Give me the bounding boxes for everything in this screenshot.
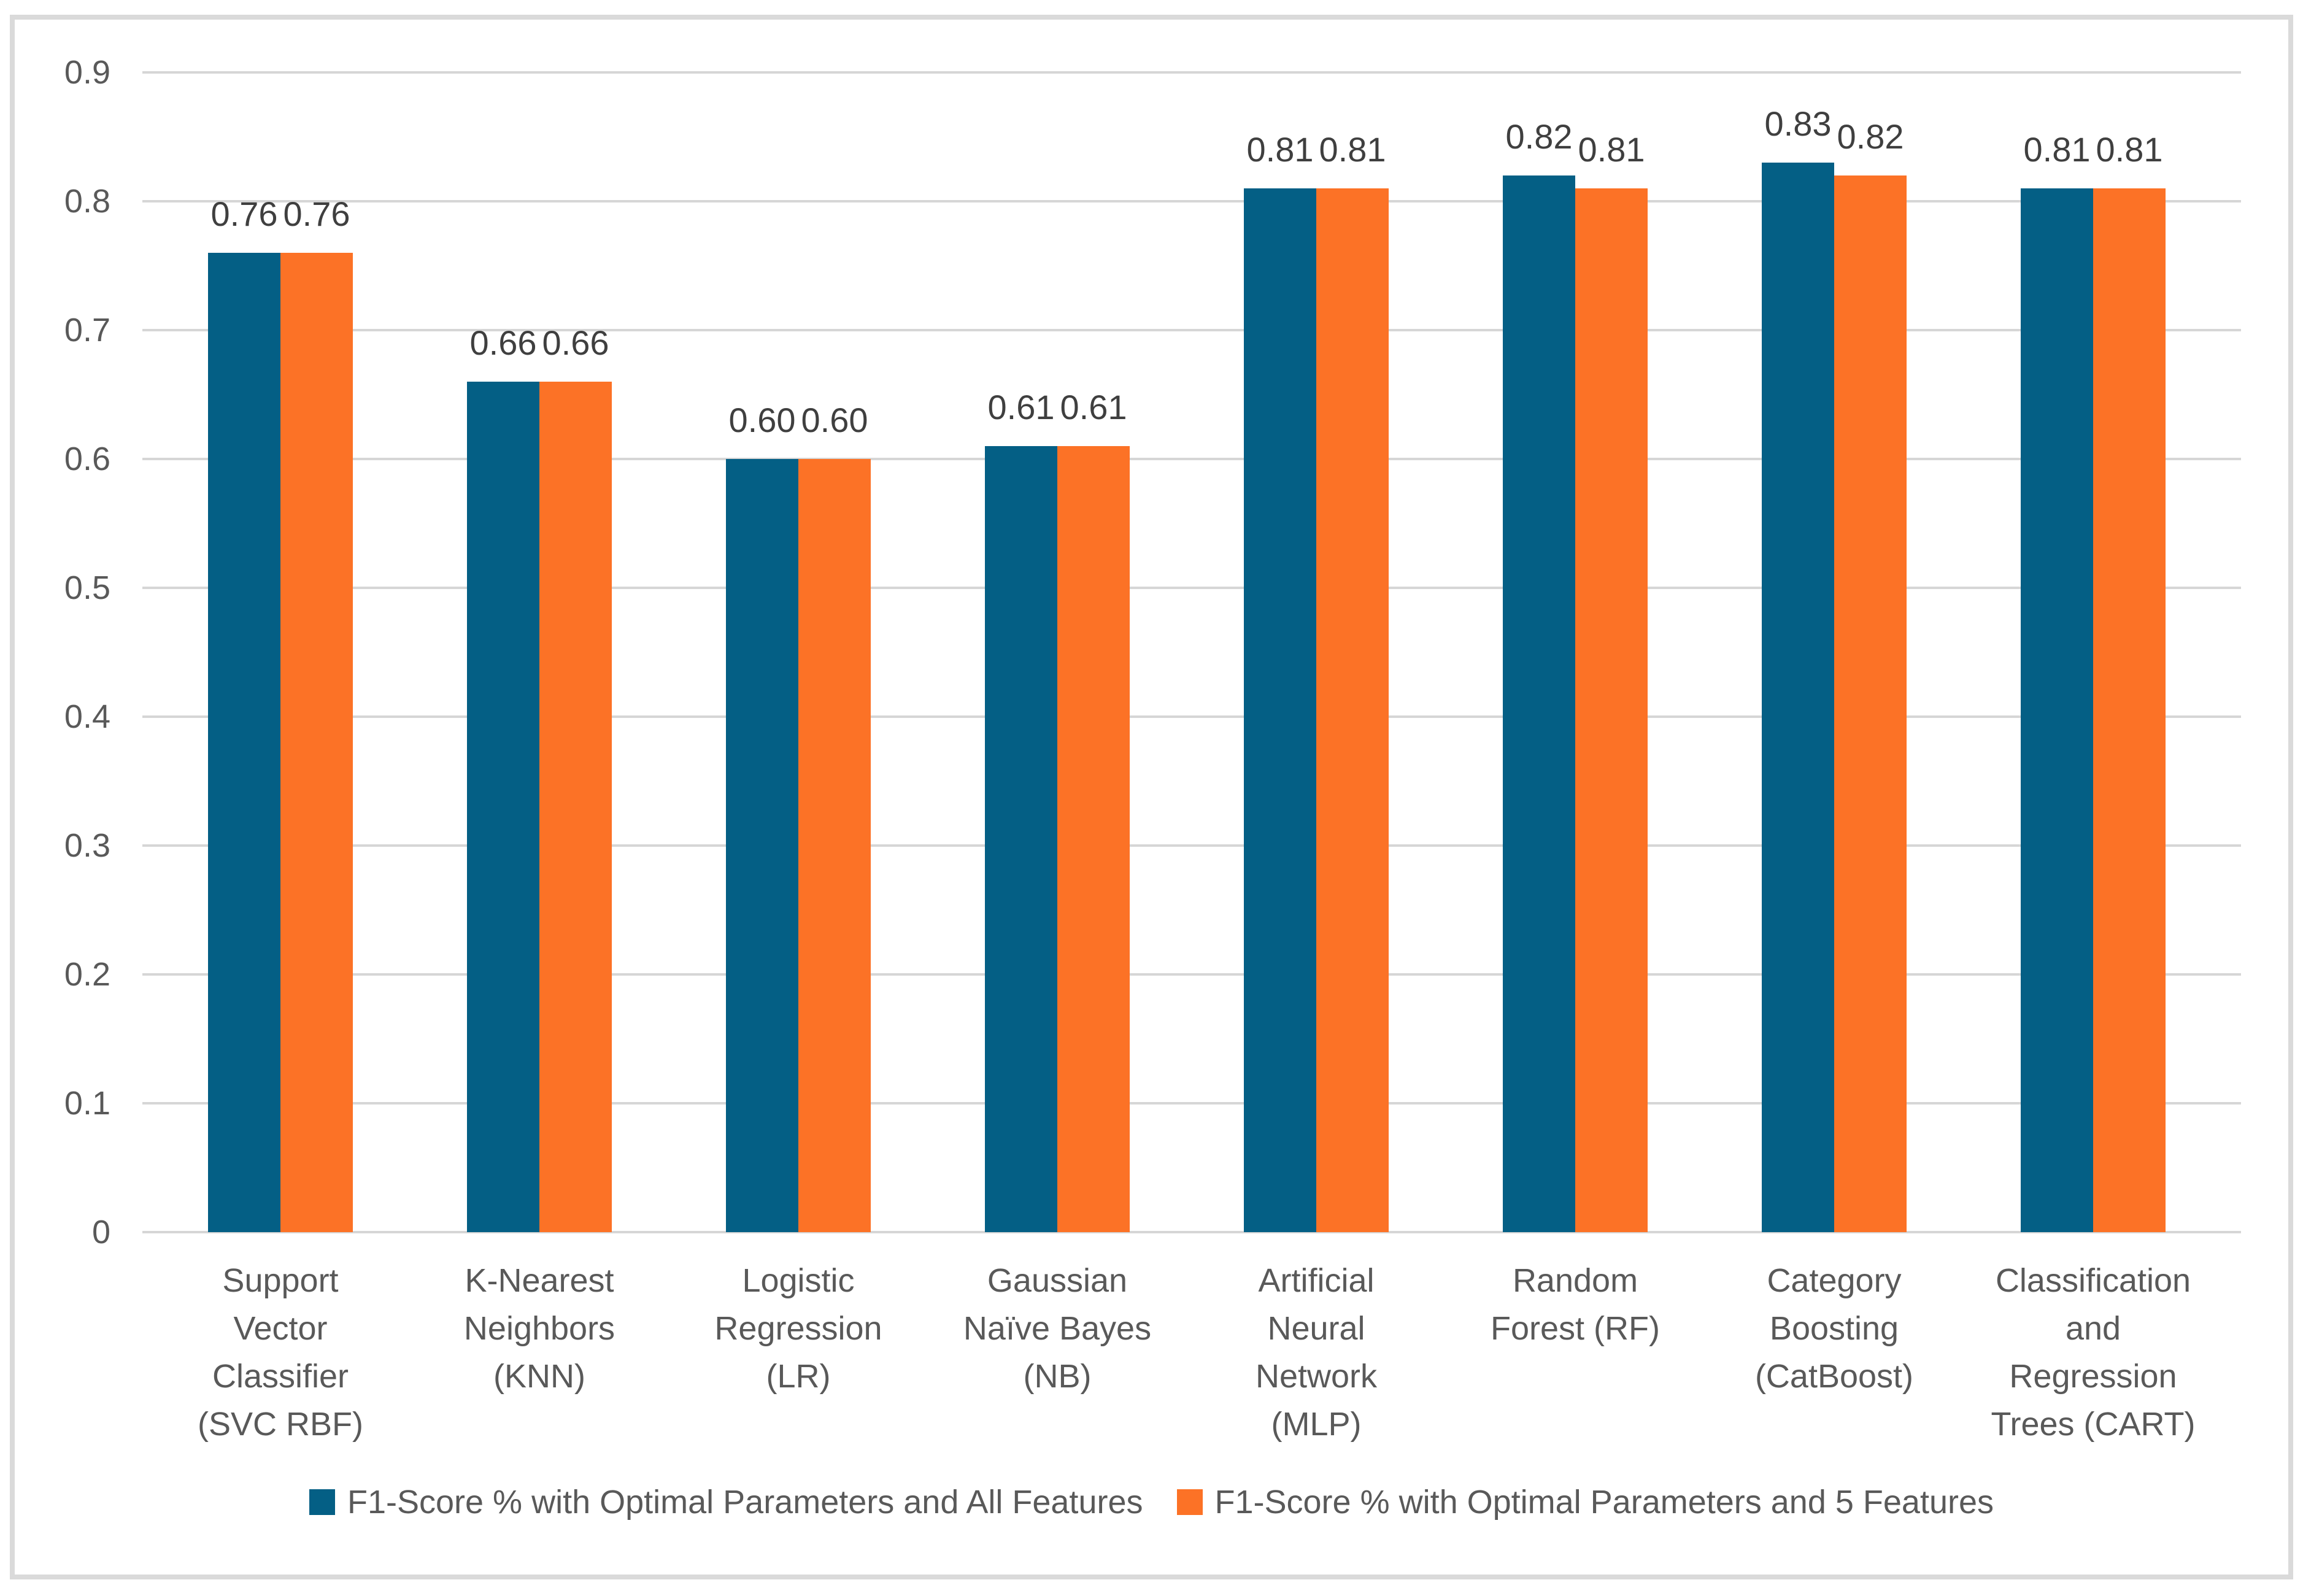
bar-value-label: 0.76 <box>283 195 350 233</box>
bar-value-label: 0.81 <box>1578 130 1645 169</box>
bar-series-2 <box>1834 175 1907 1232</box>
legend-label-all-features: F1-Score % with Optimal Parameters and A… <box>347 1484 1143 1521</box>
legend-label-5-features: F1-Score % with Optimal Parameters and 5… <box>1214 1484 1994 1521</box>
gridline <box>142 973 2241 976</box>
x-category-label: Logistic Regression (LR) <box>714 1262 882 1395</box>
bar-value-label: 0.60 <box>728 401 796 439</box>
bar-value-label: 0.66 <box>542 323 609 362</box>
y-tick-label: 0 <box>91 1214 110 1251</box>
y-tick-label: 0.9 <box>64 54 110 91</box>
bar-series-2 <box>1575 188 1648 1232</box>
bar-series-1 <box>2021 188 2093 1232</box>
y-tick-label: 0.3 <box>64 827 110 864</box>
y-tick-label: 0.7 <box>64 312 110 349</box>
legend-swatch-5-features-icon <box>1176 1489 1203 1515</box>
bar-value-label: 0.82 <box>1837 117 1904 156</box>
x-category-label: K-Nearest Neighbors (KNN) <box>463 1262 615 1395</box>
y-tick-label: 0.4 <box>64 698 110 735</box>
legend-item-5-features: F1-Score % with Optimal Parameters and 5… <box>1176 1483 1994 1521</box>
gridline <box>142 71 2241 74</box>
gridline <box>142 1231 2241 1233</box>
x-category-label: Support Vector Classifier (SVC RBF) <box>198 1262 363 1443</box>
bar-value-label: 0.82 <box>1505 117 1573 156</box>
bar-value-label: 0.83 <box>1764 104 1832 143</box>
legend-swatch-all-features-icon <box>309 1489 335 1515</box>
x-category-label: Gaussian Naïve Bayes (NB) <box>963 1262 1152 1395</box>
gridline <box>142 200 2241 202</box>
bar-series-1 <box>985 446 1057 1232</box>
bar-series-2 <box>280 253 353 1232</box>
legend-item-all-features: F1-Score % with Optimal Parameters and A… <box>309 1483 1143 1521</box>
bar-value-label: 0.61 <box>1060 388 1127 426</box>
bar-series-1 <box>1762 163 1834 1232</box>
bar-series-2 <box>2093 188 2166 1232</box>
gridline <box>142 844 2241 847</box>
bar-series-2 <box>1057 446 1130 1232</box>
bar-series-2 <box>1316 188 1389 1232</box>
x-category-label: Category Boosting (CatBoost) <box>1754 1262 1914 1395</box>
gridline <box>142 458 2241 460</box>
legend: F1-Score % with Optimal Parameters and A… <box>0 1478 2303 1527</box>
gridline <box>142 587 2241 589</box>
bar-series-1 <box>1503 175 1575 1232</box>
gridline <box>142 1102 2241 1104</box>
bar-value-label: 0.66 <box>469 323 537 362</box>
gridline <box>142 329 2241 331</box>
bar-value-label: 0.60 <box>801 401 868 439</box>
x-category-label: Artificial Neural Network (MLP) <box>1255 1262 1378 1443</box>
chart-border-frame <box>10 15 2293 1579</box>
bar-series-2 <box>798 459 871 1232</box>
x-category-label: Classification and Regression Trees (CAR… <box>1991 1262 2196 1443</box>
bar-value-label: 0.81 <box>2096 130 2163 169</box>
y-tick-label: 0.6 <box>64 441 110 477</box>
bar-value-label: 0.81 <box>2023 130 2091 169</box>
bar-series-1 <box>726 459 798 1232</box>
y-tick-label: 0.5 <box>64 569 110 606</box>
bar-value-label: 0.81 <box>1319 130 1386 169</box>
bar-series-2 <box>539 382 612 1232</box>
bar-series-1 <box>467 382 539 1232</box>
y-tick-label: 0.1 <box>64 1085 110 1122</box>
bar-value-label: 0.76 <box>210 195 278 233</box>
bar-series-1 <box>1244 188 1316 1232</box>
bar-value-label: 0.61 <box>987 388 1055 426</box>
bar-value-label: 0.81 <box>1246 130 1314 169</box>
bar-series-1 <box>208 253 280 1232</box>
gridline <box>142 715 2241 718</box>
y-tick-label: 0.2 <box>64 956 110 993</box>
x-category-label: Random Forest (RF) <box>1491 1262 1660 1347</box>
y-tick-label: 0.8 <box>64 183 110 220</box>
